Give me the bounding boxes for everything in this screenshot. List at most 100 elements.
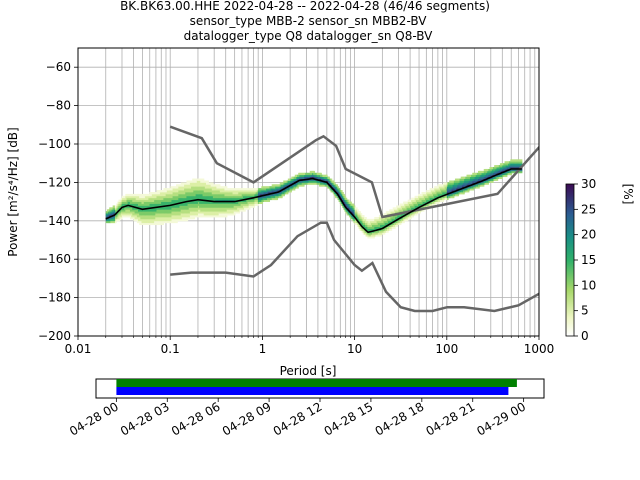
density-cell	[135, 201, 138, 204]
density-cell	[307, 180, 310, 183]
density-cell	[352, 218, 355, 222]
density-cell	[492, 172, 495, 176]
density-cell	[360, 216, 363, 220]
density-cell	[186, 190, 189, 193]
density-cell	[418, 201, 420, 204]
density-cell	[204, 211, 207, 214]
density-cell	[476, 186, 479, 189]
density-cell	[203, 203, 206, 206]
density-cell	[134, 199, 137, 202]
density-cell	[358, 224, 360, 227]
density-cell	[466, 178, 469, 181]
density-cell	[269, 190, 272, 193]
density-cell	[249, 203, 252, 206]
density-cell	[459, 186, 462, 189]
density-cell	[246, 192, 249, 195]
density-cell	[433, 190, 435, 193]
mean-curve	[105, 168, 522, 234]
density-cell	[143, 213, 146, 216]
density-cell	[484, 180, 487, 183]
density-cell	[514, 159, 517, 162]
density-cell	[112, 205, 115, 208]
density-cell	[324, 176, 327, 179]
density-cell	[153, 216, 155, 220]
density-cell	[110, 211, 113, 214]
density-cell	[371, 220, 374, 224]
density-cell	[139, 205, 141, 208]
density-cell	[408, 205, 411, 208]
density-cell	[211, 188, 214, 191]
density-cell	[214, 211, 216, 214]
density-cell	[312, 180, 314, 183]
density-cell	[208, 201, 211, 204]
density-cell	[192, 195, 194, 199]
density-cell	[339, 199, 342, 202]
density-cell	[516, 159, 518, 162]
density-cell	[519, 163, 522, 166]
density-cell	[124, 195, 126, 199]
density-cell	[397, 222, 400, 226]
density-cell	[169, 205, 171, 208]
density-cell	[192, 216, 194, 220]
density-cell	[312, 182, 314, 185]
density-cell	[203, 184, 206, 187]
density-cell	[151, 203, 154, 206]
density-cell	[112, 213, 115, 216]
density-cell	[438, 199, 441, 202]
density-cell	[415, 203, 418, 206]
density-cell	[161, 190, 163, 193]
timeline-tick-label: 04-28 12	[271, 399, 325, 438]
density-cell	[388, 226, 390, 229]
density-cell	[147, 203, 149, 206]
density-cell	[181, 197, 184, 201]
density-cell	[279, 192, 282, 195]
density-cell	[443, 192, 446, 195]
density-cell	[312, 174, 314, 178]
density-cell	[345, 199, 348, 202]
density-cell	[169, 192, 171, 195]
density-cell	[123, 197, 125, 201]
density-cell	[201, 205, 204, 208]
density-cell	[179, 209, 182, 212]
density-cell	[166, 215, 169, 218]
density-cell	[496, 167, 499, 170]
density-cell	[206, 207, 208, 210]
density-cell	[217, 215, 220, 218]
density-cell	[135, 197, 138, 201]
density-cell	[144, 199, 147, 202]
density-cell	[163, 220, 166, 224]
density-cell	[235, 207, 238, 210]
density-cell	[118, 203, 121, 206]
density-cell	[185, 205, 188, 208]
density-cell	[511, 159, 514, 162]
density-cell	[410, 216, 412, 220]
density-cell	[221, 203, 223, 206]
density-cell	[239, 209, 242, 212]
density-cell	[373, 224, 375, 227]
density-cell	[375, 234, 378, 237]
density-cell	[427, 203, 430, 206]
density-cell	[194, 209, 197, 212]
density-cell	[209, 190, 212, 193]
density-cell	[238, 193, 241, 197]
density-cell	[219, 203, 222, 206]
density-cell	[297, 182, 299, 185]
density-cell	[468, 174, 471, 178]
density-cell	[378, 222, 381, 226]
density-cell	[199, 207, 201, 210]
density-cell	[476, 178, 479, 181]
density-cell	[202, 203, 205, 206]
density-cell	[501, 172, 503, 176]
density-cell	[123, 203, 125, 206]
density-cell	[418, 193, 420, 197]
density-cell	[219, 195, 222, 199]
density-cell	[486, 170, 488, 174]
density-cell	[135, 199, 138, 202]
density-cell	[345, 211, 348, 214]
density-cell	[193, 190, 196, 193]
density-cell	[345, 203, 348, 206]
density-cell	[164, 211, 167, 214]
density-cell	[184, 211, 186, 214]
density-cell	[149, 193, 152, 197]
density-cell	[165, 218, 168, 222]
